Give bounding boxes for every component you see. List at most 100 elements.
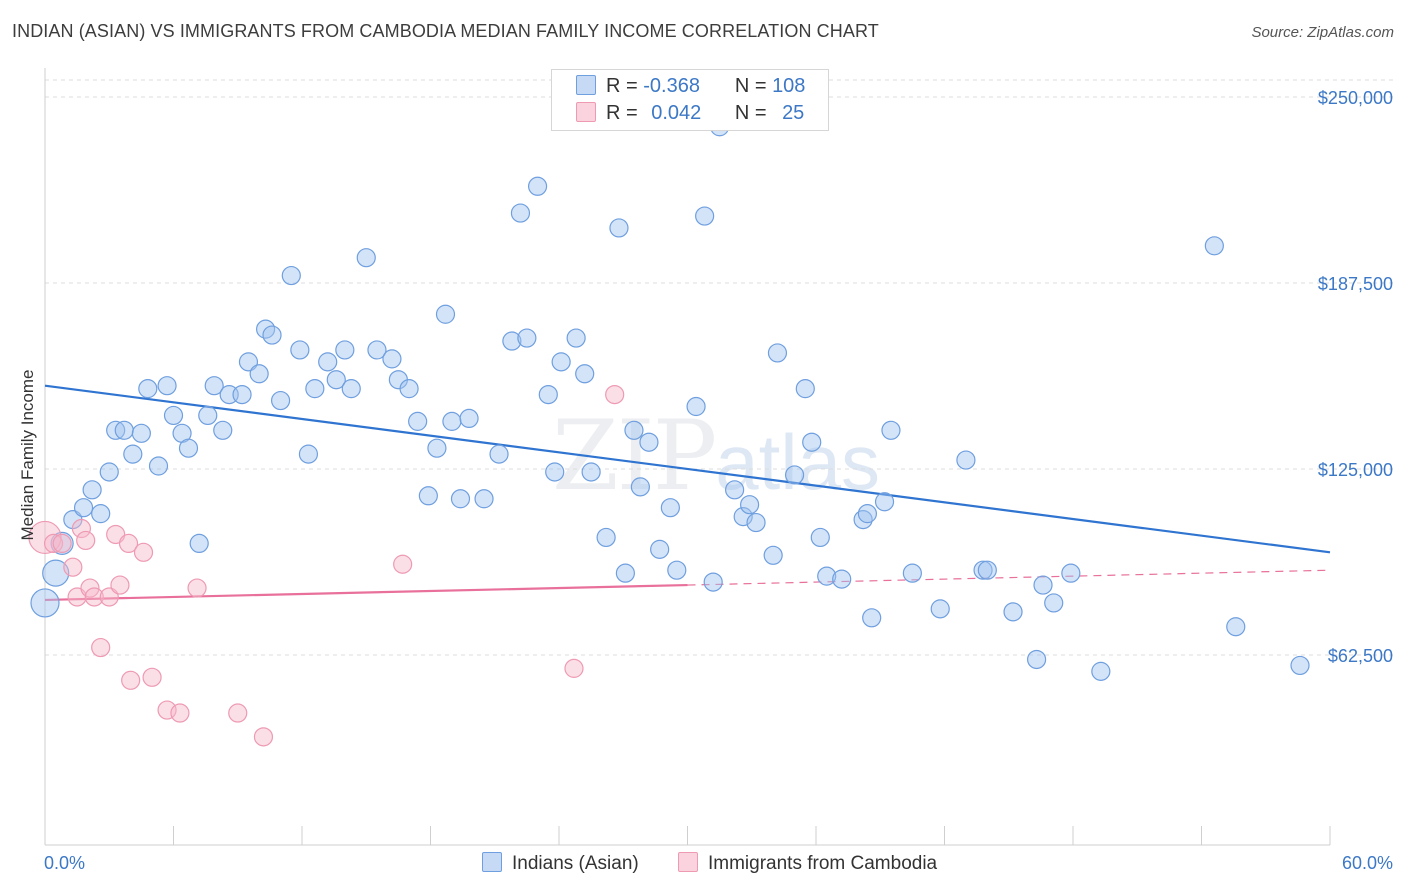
point-cambodia <box>80 578 100 598</box>
point-indians <box>163 405 184 426</box>
point-indians <box>213 420 233 440</box>
point-indians <box>857 504 878 524</box>
point-indians <box>91 504 111 524</box>
point-indians <box>551 352 571 372</box>
point-cambodia <box>91 637 111 658</box>
trend-line-cambodia-extension <box>687 569 1331 586</box>
legend-r-label: R = <box>606 102 638 124</box>
point-indians <box>1026 649 1047 670</box>
correlation-legend: R = -0.368 N = 108 R = 0.042 N = 25 <box>551 69 829 131</box>
point-indians <box>695 206 715 226</box>
legend-r-value: -0.368 <box>643 75 700 97</box>
point-indians <box>1003 602 1023 622</box>
point-indians <box>881 420 901 440</box>
point-indians <box>408 411 428 431</box>
point-indians <box>784 465 805 485</box>
legend-n-label: N = <box>734 102 767 124</box>
point-cambodia <box>110 575 130 595</box>
point-indians <box>262 325 282 345</box>
legend-label-cambodia: Immigrants from Cambodia <box>708 853 938 874</box>
legend-n-value: 25 <box>782 102 805 124</box>
point-indians <box>703 572 723 592</box>
point-indians <box>545 462 565 482</box>
point-indians <box>249 364 269 384</box>
point-indians <box>527 176 548 196</box>
point-indians <box>435 304 456 324</box>
axes <box>44 68 1331 846</box>
point-indians <box>157 376 177 396</box>
point-indians <box>650 539 670 559</box>
legend-label-indians: Indians (Asian) <box>512 853 639 874</box>
point-indians <box>298 444 319 464</box>
point-indians <box>1226 617 1246 637</box>
point-indians <box>198 405 218 426</box>
data-points <box>28 117 1310 747</box>
point-indians <box>624 420 644 440</box>
point-indians <box>615 563 635 583</box>
point-indians <box>30 588 60 618</box>
point-indians <box>442 411 462 431</box>
point-cambodia <box>253 727 274 747</box>
point-indians <box>290 340 310 360</box>
point-indians <box>566 328 586 348</box>
point-indians <box>973 560 993 580</box>
point-indians <box>795 379 815 399</box>
point-indians <box>977 560 997 580</box>
point-indians <box>956 450 976 470</box>
point-indians <box>318 352 338 372</box>
point-cambodia <box>121 670 141 690</box>
legend-row-cambodia: R = 0.042 N = 25 <box>576 102 804 128</box>
point-cambodia <box>393 554 413 574</box>
point-indians <box>474 489 494 509</box>
point-indians <box>660 498 680 518</box>
point-indians <box>42 559 70 587</box>
point-indians <box>930 599 950 619</box>
trend-line-indians <box>44 384 1331 554</box>
legend-n-label: N = <box>734 75 767 97</box>
point-indians <box>502 331 522 351</box>
point-indians <box>763 545 783 565</box>
point-indians <box>740 495 760 515</box>
point-indians <box>399 379 419 399</box>
point-indians <box>575 364 595 384</box>
point-indians <box>902 563 922 583</box>
point-cambodia <box>52 533 72 554</box>
point-indians <box>341 379 361 399</box>
point-indians <box>609 218 629 238</box>
point-indians <box>418 486 438 506</box>
point-indians <box>832 569 852 589</box>
point-indians <box>1204 236 1224 256</box>
y-axis-title: Median Family Income <box>18 369 37 540</box>
point-indians <box>817 566 837 586</box>
trend-lines <box>44 384 1331 602</box>
point-indians <box>1061 563 1081 583</box>
point-cambodia <box>118 533 139 554</box>
legend-row-indians: R = -0.368 N = 108 <box>576 75 805 101</box>
point-indians <box>138 379 158 399</box>
point-indians <box>538 385 558 405</box>
point-cambodia <box>142 667 162 687</box>
point-indians <box>596 527 616 548</box>
point-cambodia <box>76 530 96 551</box>
point-indians <box>686 396 706 417</box>
point-indians <box>639 432 659 452</box>
point-indians <box>189 533 209 554</box>
y-tick-label: $250,000 <box>1318 88 1393 108</box>
point-indians <box>204 376 224 396</box>
y-tick-label: $125,000 <box>1318 460 1393 480</box>
point-indians <box>667 560 687 580</box>
point-indians <box>305 379 325 399</box>
point-cambodia <box>99 587 119 607</box>
point-cambodia <box>71 518 92 539</box>
point-cambodia <box>187 578 207 598</box>
legend-swatch-indians <box>482 852 502 872</box>
point-indians <box>510 203 531 223</box>
point-indians <box>367 340 387 360</box>
legend-r-label: R = <box>606 75 638 97</box>
point-indians <box>427 438 447 458</box>
point-indians <box>232 385 252 405</box>
point-indians <box>1091 661 1111 681</box>
point-indians <box>1044 593 1064 613</box>
point-cambodia <box>63 557 83 577</box>
